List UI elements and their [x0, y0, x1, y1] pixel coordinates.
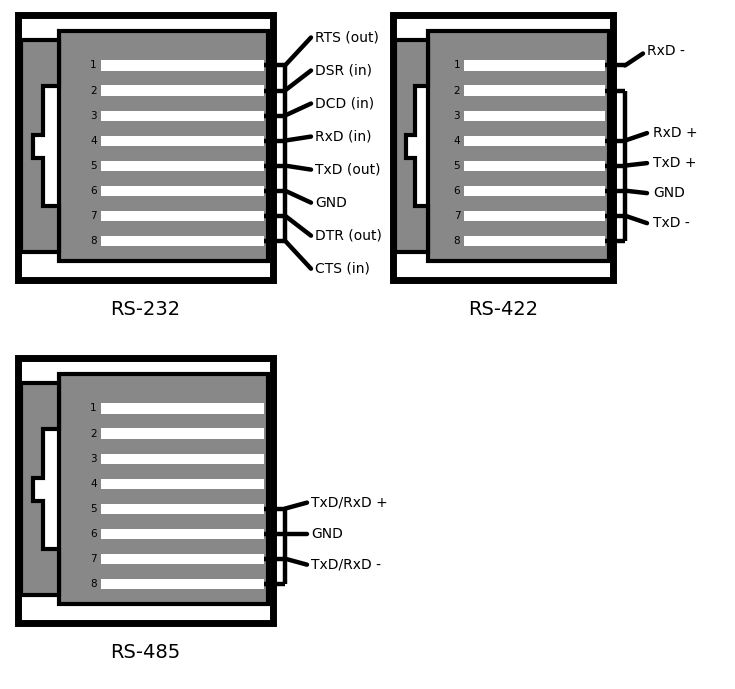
Text: 8: 8	[90, 236, 96, 246]
Text: RS-485: RS-485	[110, 643, 181, 662]
Bar	[101, 61, 264, 70]
Bar	[101, 453, 264, 464]
Text: 2: 2	[453, 85, 460, 96]
Text: 6: 6	[453, 185, 460, 196]
Text: RTS (out): RTS (out)	[315, 30, 379, 45]
Text: DCD (in): DCD (in)	[315, 96, 374, 110]
Bar	[101, 479, 264, 489]
Text: 3: 3	[453, 110, 460, 121]
Text: TxD/RxD -: TxD/RxD -	[311, 557, 381, 572]
Bar	[465, 85, 605, 96]
Bar	[18, 15, 273, 280]
Text: 7: 7	[90, 211, 96, 220]
Bar	[101, 161, 264, 171]
Text: 2: 2	[90, 429, 96, 438]
Text: RxD +: RxD +	[653, 126, 698, 140]
Text: 1: 1	[90, 404, 96, 413]
Bar	[465, 236, 605, 246]
Text: CTS (in): CTS (in)	[315, 262, 370, 276]
Polygon shape	[395, 40, 429, 252]
Bar	[101, 504, 264, 513]
Bar	[101, 110, 264, 121]
Bar	[101, 85, 264, 96]
Text: 2: 2	[90, 85, 96, 96]
Bar	[101, 554, 264, 564]
Bar	[393, 15, 613, 280]
Text: 5: 5	[90, 504, 96, 513]
Text: TxD (out): TxD (out)	[315, 163, 381, 176]
Text: DTR (out): DTR (out)	[315, 229, 382, 243]
Text: 8: 8	[453, 236, 460, 246]
Text: 5: 5	[453, 161, 460, 171]
Bar	[18, 358, 273, 623]
Text: GND: GND	[315, 196, 347, 209]
Bar	[465, 61, 605, 70]
Bar	[101, 136, 264, 145]
Bar	[101, 404, 264, 413]
Bar	[101, 185, 264, 196]
Bar	[101, 236, 264, 246]
Text: 1: 1	[453, 61, 460, 70]
Text: 5: 5	[90, 161, 96, 171]
Polygon shape	[21, 383, 59, 595]
Text: 4: 4	[90, 479, 96, 489]
Text: TxD/RxD +: TxD/RxD +	[311, 495, 388, 510]
Bar	[101, 429, 264, 439]
Text: RS-422: RS-422	[468, 300, 538, 319]
Text: DSR (in): DSR (in)	[315, 63, 372, 78]
Text: RxD (in): RxD (in)	[315, 130, 371, 143]
Text: GND: GND	[653, 186, 685, 200]
Text: 3: 3	[90, 110, 96, 121]
Text: 3: 3	[90, 453, 96, 464]
Text: TxD -: TxD -	[653, 216, 689, 230]
Bar	[465, 211, 605, 220]
Text: 1: 1	[90, 61, 96, 70]
Text: 4: 4	[453, 136, 460, 145]
Bar	[101, 211, 264, 220]
Text: 7: 7	[90, 554, 96, 564]
Bar	[59, 31, 268, 261]
Text: TxD +: TxD +	[653, 156, 697, 170]
Text: 8: 8	[90, 579, 96, 588]
Bar	[465, 136, 605, 145]
Bar	[101, 528, 264, 539]
Bar	[101, 579, 264, 588]
Text: 4: 4	[90, 136, 96, 145]
Text: RxD -: RxD -	[647, 45, 685, 59]
Text: 6: 6	[90, 528, 96, 539]
Polygon shape	[21, 40, 59, 252]
Text: RS-232: RS-232	[110, 300, 181, 319]
Bar	[59, 374, 268, 604]
Bar	[465, 161, 605, 171]
Text: 6: 6	[90, 185, 96, 196]
Bar	[429, 31, 609, 261]
Bar	[465, 110, 605, 121]
Bar	[465, 185, 605, 196]
Text: GND: GND	[311, 526, 343, 541]
Text: 7: 7	[453, 211, 460, 220]
